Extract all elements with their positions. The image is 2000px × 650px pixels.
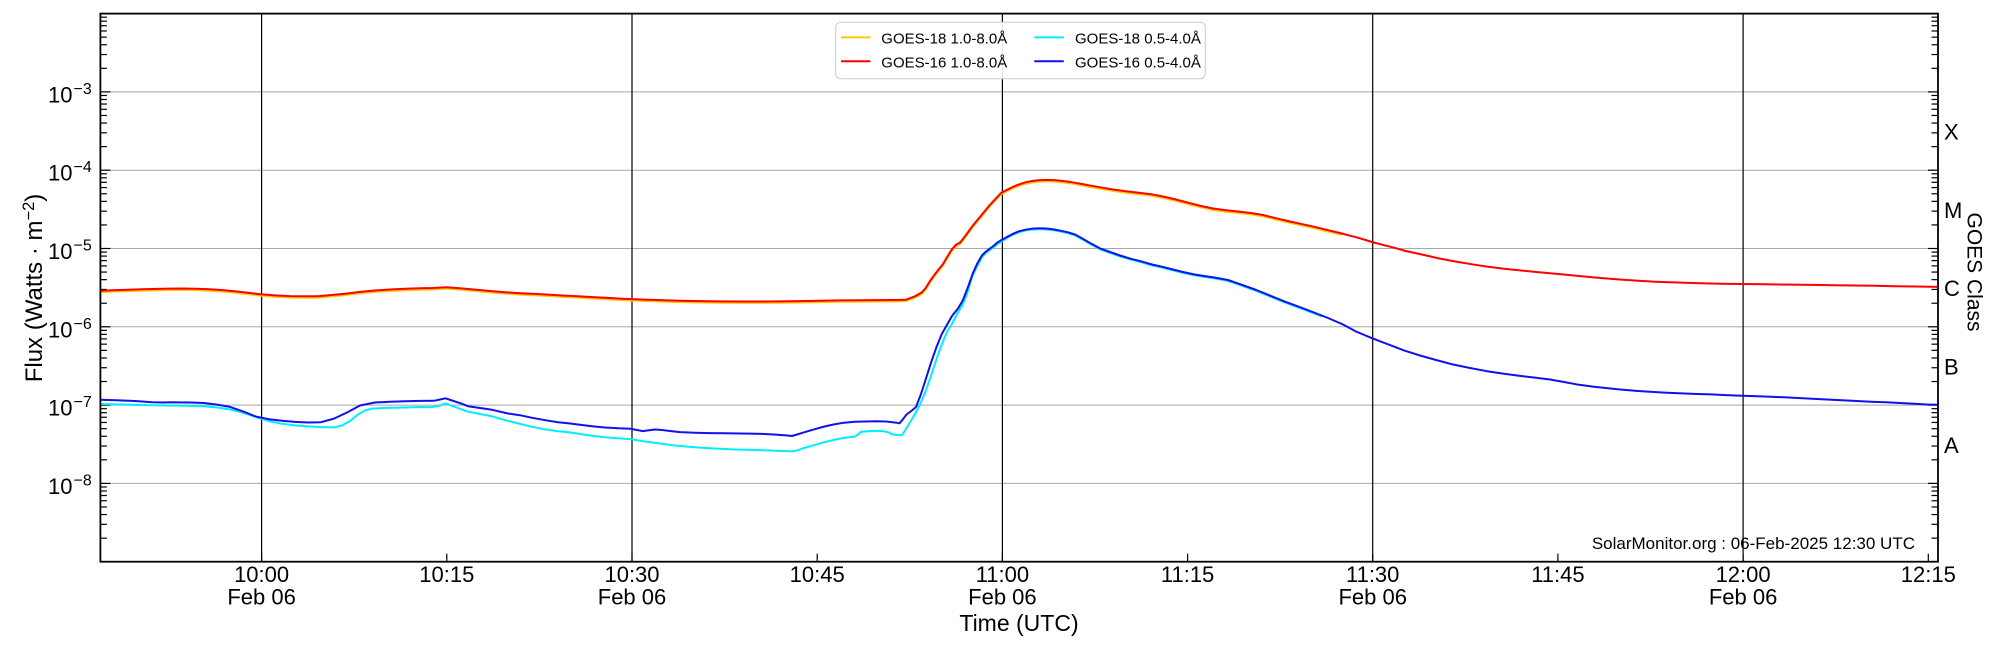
svg-text:Feb 06: Feb 06 <box>227 585 296 610</box>
svg-text:GOES-16 0.5-4.0Å: GOES-16 0.5-4.0Å <box>1075 54 1201 71</box>
svg-text:−6: −6 <box>74 316 92 333</box>
svg-text:10: 10 <box>48 474 72 499</box>
svg-text:−3: −3 <box>74 81 92 98</box>
svg-text:GOES-18 1.0-8.0Å: GOES-18 1.0-8.0Å <box>881 31 1007 48</box>
svg-text:10:30: 10:30 <box>604 562 659 587</box>
svg-text:Time (UTC): Time (UTC) <box>959 610 1078 636</box>
svg-text:Flux (Watts · m−2): Flux (Watts · m−2) <box>20 194 48 383</box>
svg-text:Feb 06: Feb 06 <box>1338 585 1407 610</box>
svg-text:11:15: 11:15 <box>1161 562 1214 587</box>
svg-text:12:15: 12:15 <box>1901 562 1956 587</box>
svg-text:11:30: 11:30 <box>1346 562 1399 587</box>
svg-text:10: 10 <box>48 239 72 264</box>
svg-text:10:45: 10:45 <box>790 562 845 587</box>
svg-text:10: 10 <box>48 317 72 342</box>
svg-text:−4: −4 <box>74 159 92 176</box>
svg-text:10:00: 10:00 <box>234 562 289 587</box>
svg-text:B: B <box>1944 354 1959 379</box>
svg-text:10: 10 <box>48 82 72 107</box>
svg-text:−8: −8 <box>74 472 92 489</box>
svg-text:Feb 06: Feb 06 <box>598 585 667 610</box>
svg-text:−5: −5 <box>74 238 92 255</box>
svg-text:GOES-18 0.5-4.0Å: GOES-18 0.5-4.0Å <box>1075 31 1201 48</box>
svg-text:11:00: 11:00 <box>976 562 1029 587</box>
svg-text:GOES-16 1.0-8.0Å: GOES-16 1.0-8.0Å <box>881 54 1007 71</box>
svg-text:10:15: 10:15 <box>419 562 474 587</box>
svg-text:A: A <box>1944 433 1959 458</box>
svg-text:M: M <box>1944 198 1962 223</box>
svg-text:−7: −7 <box>74 394 92 411</box>
svg-text:Feb 06: Feb 06 <box>968 585 1037 610</box>
svg-text:11:45: 11:45 <box>1531 562 1584 587</box>
svg-text:C: C <box>1944 276 1960 301</box>
svg-text:GOES Class: GOES Class <box>1963 212 1986 331</box>
svg-text:Feb 06: Feb 06 <box>1709 585 1778 610</box>
svg-text:SolarMonitor.org : 06-Feb-2025: SolarMonitor.org : 06-Feb-2025 12:30 UTC <box>1592 534 1915 553</box>
svg-text:10: 10 <box>48 161 72 186</box>
svg-text:10: 10 <box>48 396 72 421</box>
svg-text:12:00: 12:00 <box>1716 562 1771 587</box>
svg-text:X: X <box>1944 120 1959 145</box>
